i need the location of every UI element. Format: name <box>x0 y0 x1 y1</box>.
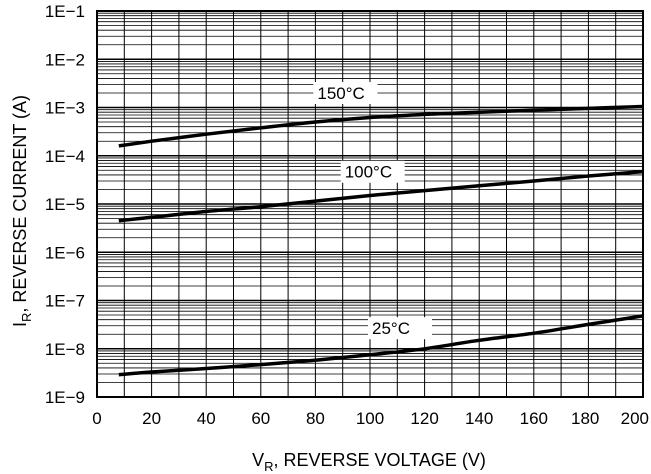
series-label-100c: 100°C <box>345 163 392 182</box>
x-tick-label: 160 <box>520 409 548 428</box>
y-tick-label: 1E−2 <box>45 50 85 69</box>
series-line-25c <box>118 314 644 377</box>
series-label-background <box>313 82 378 105</box>
series-line-150c <box>118 104 644 148</box>
x-tick-label: 80 <box>306 409 325 428</box>
series-label-150c: 150°C <box>317 84 364 103</box>
x-tick-label: 60 <box>251 409 270 428</box>
x-tick-label: 120 <box>410 409 438 428</box>
x-tick-label: 200 <box>621 409 649 428</box>
x-tick-label: 100 <box>356 409 384 428</box>
x-tick-labels: 0 20 40 60 80 100 120 140 160 180 200 <box>92 409 649 428</box>
y-axis-title: IR, REVERSE CURRENT (A) <box>10 95 34 327</box>
y-tick-label: 1E−7 <box>45 292 85 311</box>
y-tick-label: 1E−3 <box>45 99 85 118</box>
x-tick-label: 140 <box>465 409 493 428</box>
series-label-background <box>368 317 432 340</box>
y-tick-label: 1E−6 <box>45 243 85 262</box>
x-tick-label: 20 <box>142 409 161 428</box>
x-tick-label: 180 <box>571 409 599 428</box>
y-tick-label: 1E−8 <box>45 340 85 359</box>
y-tick-label: 1E−5 <box>45 195 85 214</box>
series-label-background <box>340 160 405 183</box>
series-label-25c: 25°C <box>372 319 410 338</box>
series-group: 150°C 100°C 25°C <box>118 82 644 377</box>
y-tick-label: 1E−4 <box>45 147 85 166</box>
plot-frame <box>96 10 644 398</box>
y-tick-labels: 1E−9 1E−8 1E−7 1E−6 1E−5 1E−4 1E−3 1E−2 1E−1 <box>45 2 85 407</box>
x-axis-title: VR, REVERSE VOLTAGE (V) <box>252 450 486 474</box>
series-line-100c <box>118 169 644 223</box>
x-tick-label: 40 <box>197 409 216 428</box>
y-tick-label: 1E−9 <box>45 388 85 407</box>
y-tick-label: 1E−1 <box>45 2 85 21</box>
x-tick-label: 0 <box>92 409 101 428</box>
